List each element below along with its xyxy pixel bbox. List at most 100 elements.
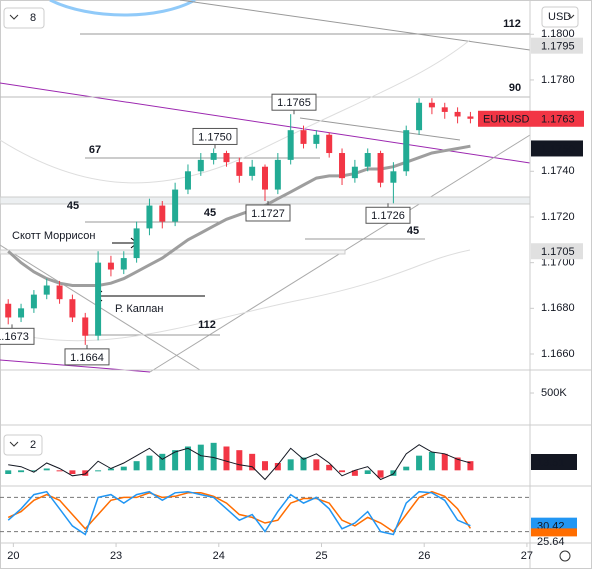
count-label: 112	[198, 319, 216, 331]
candle-body	[287, 130, 294, 160]
candle-body	[210, 153, 217, 160]
value-box	[531, 528, 577, 537]
candle-body	[30, 294, 37, 309]
histogram-bar	[274, 463, 281, 471]
y-tick-label: 1.1720	[541, 211, 575, 223]
count-label: 45	[67, 200, 79, 212]
candle-body	[184, 171, 191, 190]
price-label-box	[531, 140, 583, 157]
pane-label: 2	[30, 439, 36, 451]
candle-body	[364, 153, 371, 167]
stoch-k	[7, 490, 471, 536]
x-tick-label: 20	[7, 550, 19, 562]
y-tick-label: 1.1660	[541, 348, 575, 360]
y-tick-label: 1.1680	[541, 302, 575, 314]
histogram-bar	[5, 470, 12, 474]
histogram-bar	[159, 453, 166, 471]
histogram-bar	[339, 470, 346, 473]
histogram-bar	[197, 444, 204, 471]
histogram-bar	[428, 452, 435, 471]
price-annotation: 1.1750	[198, 131, 232, 143]
histogram-bar	[249, 453, 256, 471]
candle-body	[326, 134, 333, 154]
histogram-bar	[326, 464, 333, 471]
candle-body	[197, 159, 204, 172]
pane-box[interactable]	[3, 434, 43, 456]
count-label: 67	[89, 144, 101, 156]
histogram-bar	[30, 470, 37, 472]
candle-body	[107, 262, 114, 270]
price-annotation: 1.1765	[277, 97, 311, 109]
stoch-d	[7, 490, 472, 533]
count-label: 45	[407, 225, 419, 237]
price-annotation-box	[64, 348, 110, 366]
histogram-bar	[441, 453, 448, 471]
histogram-bar	[416, 455, 423, 471]
price-label: 1.1750	[541, 143, 575, 155]
candle-body	[56, 285, 63, 300]
histogram-bar	[107, 468, 114, 471]
y-tick-label: 500K	[541, 387, 567, 399]
histogram-bar	[223, 446, 230, 471]
price-label-box	[531, 37, 583, 54]
candle-body	[313, 134, 320, 144]
candle-body	[416, 102, 423, 131]
last-price: 1.1763	[541, 114, 575, 126]
currency-box[interactable]	[541, 6, 579, 28]
candle-body	[351, 166, 358, 179]
histogram-bar	[133, 461, 140, 471]
x-tick-label: 24	[213, 550, 225, 562]
price-annotation-box	[365, 206, 411, 224]
histogram-bar	[210, 442, 217, 471]
news-label: Скотт Моррисон	[12, 230, 96, 242]
band-line	[0, 249, 471, 342]
histogram-bar	[377, 470, 384, 478]
x-tick-label: 27	[521, 550, 533, 562]
count-label: 112	[503, 18, 521, 30]
y-tick-label: 1.1800	[541, 28, 575, 40]
currency: USD	[548, 11, 571, 23]
chevron	[9, 441, 19, 447]
histogram-bar	[403, 466, 410, 471]
candle-body	[249, 166, 256, 176]
histogram-bar	[262, 461, 268, 471]
trend-line	[179, 0, 531, 51]
price-annotation-box	[271, 93, 317, 111]
price-annotation-box	[0, 327, 35, 345]
stoch-d-value: 25.64	[537, 536, 565, 548]
candle-body	[18, 308, 25, 318]
candle-body	[133, 228, 140, 259]
y-tick-label: 1.1740	[541, 165, 575, 177]
x-tick-label: 26	[418, 550, 430, 562]
y-tick-label: 1.1780	[541, 74, 575, 86]
candle-body	[159, 205, 166, 222]
candle-body	[223, 153, 230, 163]
candle-body	[390, 171, 397, 183]
settings-icon[interactable]	[559, 550, 571, 562]
candle-body	[467, 116, 474, 119]
interval-box[interactable]	[3, 7, 45, 29]
histogram-bar	[300, 457, 307, 471]
y-tick-label: 1.1700	[541, 257, 575, 269]
trend-line	[299, 117, 461, 141]
candle-body	[300, 130, 307, 144]
candle-body	[82, 317, 89, 336]
histogram-bar	[287, 459, 294, 471]
band-line	[0, 39, 471, 184]
candle-body	[441, 107, 448, 112]
trend-line	[0, 82, 531, 164]
count-label: 90	[509, 82, 521, 94]
chevron	[9, 14, 19, 20]
price-label-box	[531, 243, 583, 260]
band-curve	[49, 0, 196, 17]
candle-body	[274, 159, 281, 190]
price-annotation: 1.1664	[70, 352, 104, 364]
candle-body	[377, 153, 384, 183]
candle-body	[43, 285, 50, 295]
candle-body	[95, 262, 102, 336]
price-annotation: 1.1727	[251, 208, 285, 220]
candle-body	[120, 258, 127, 270]
histogram-bar	[454, 457, 461, 471]
histogram-bar	[43, 468, 50, 471]
